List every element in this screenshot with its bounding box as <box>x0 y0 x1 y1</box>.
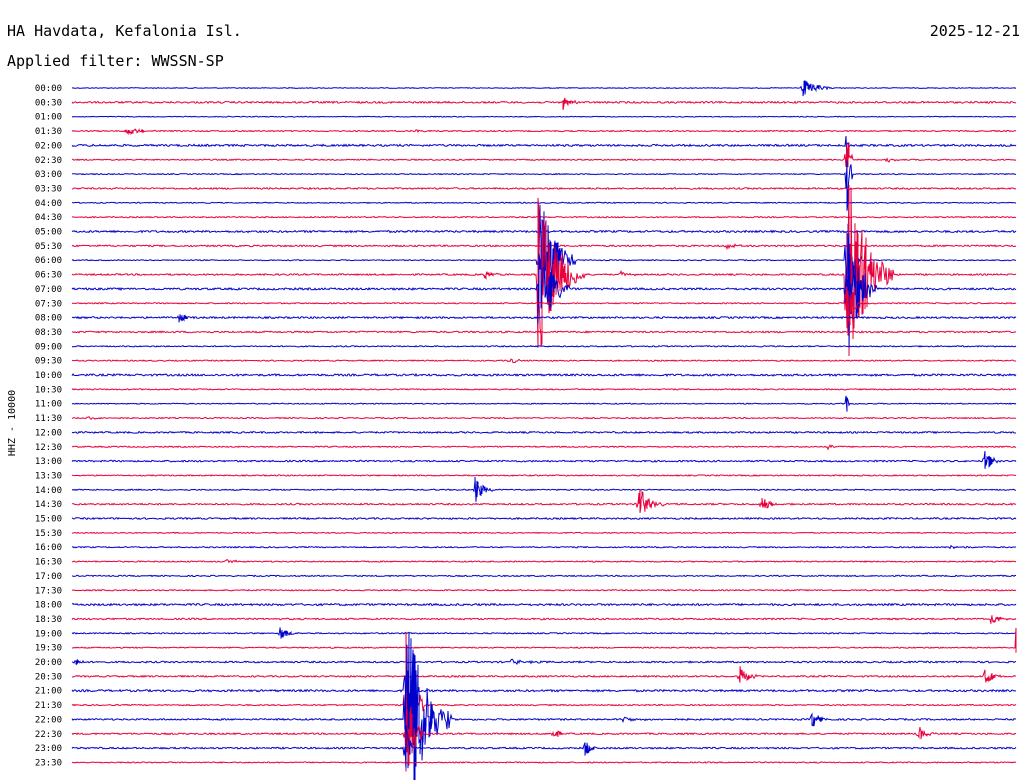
trace-line-1630 <box>71 558 1017 564</box>
station-title: HA Havdata, Kefalonia Isl. <box>7 22 242 40</box>
time-tick-label: 19:30 <box>35 644 62 654</box>
time-tick-label: 19:00 <box>35 629 62 639</box>
y-axis-label: HHZ - 10000 <box>7 390 18 456</box>
time-tick-label: 15:00 <box>35 515 62 525</box>
trace-line-1400 <box>71 476 1017 502</box>
time-tick-label: 06:00 <box>35 256 62 266</box>
trace-line-1330 <box>71 474 1017 477</box>
trace-line-1700 <box>71 574 1017 578</box>
trace-line-0300 <box>71 160 1017 211</box>
time-tick-label: 11:00 <box>35 400 62 410</box>
trace-line-0730 <box>71 286 1017 336</box>
time-tick-label: 09:00 <box>35 342 62 352</box>
trace-line-1230 <box>71 444 1016 451</box>
trace-line-1000 <box>71 372 1017 378</box>
time-tick-label: 02:30 <box>35 156 62 166</box>
time-tick-label: 11:30 <box>35 414 62 424</box>
trace-line-1130 <box>71 416 1017 421</box>
time-tick-label: 22:00 <box>35 715 62 725</box>
trace-line-1930 <box>71 627 1017 653</box>
filter-label: Applied filter: WWSSN-SP <box>7 52 224 70</box>
time-tick-label: 04:00 <box>35 199 62 209</box>
trace-line-1430 <box>72 489 1016 513</box>
time-tick-label: 12:00 <box>35 428 62 438</box>
trace-line-1200 <box>71 430 1017 435</box>
trace-line-1600 <box>71 544 1017 550</box>
time-tick-label: 06:30 <box>35 271 62 281</box>
trace-line-1530 <box>71 531 1017 534</box>
trace-line-1800 <box>71 602 1017 607</box>
trace-line-2000 <box>71 658 1017 666</box>
trace-line-0030 <box>71 97 1017 110</box>
trace-line-1900 <box>71 627 1017 639</box>
time-tick-label: 01:30 <box>35 127 62 137</box>
trace-line-2200 <box>71 631 1017 780</box>
time-tick-label: 07:00 <box>35 285 62 295</box>
time-tick-label: 20:30 <box>35 672 62 682</box>
time-tick-label: 15:30 <box>35 529 62 539</box>
trace-line-0330 <box>71 186 1017 191</box>
trace-line-2100 <box>71 667 1017 723</box>
time-tick-label: 14:00 <box>35 486 62 496</box>
trace-line-2330 <box>71 761 1017 764</box>
time-tick-label: 02:00 <box>35 141 62 151</box>
trace-line-1500 <box>71 516 1017 521</box>
time-tick-label: 13:30 <box>35 471 62 481</box>
trace-line-2130 <box>71 631 1017 755</box>
time-tick-label: 16:30 <box>35 558 62 568</box>
time-tick-label: 18:00 <box>35 601 62 611</box>
trace-line-0800 <box>71 314 1017 323</box>
trace-line-0830 <box>71 330 1017 334</box>
trace-line-1730 <box>71 588 1017 592</box>
date-label: 2025-12-21 <box>929 22 1020 40</box>
trace-line-0930 <box>71 358 1016 363</box>
time-tick-label: 03:00 <box>35 170 62 180</box>
time-tick-label: 14:30 <box>35 500 62 510</box>
time-tick-label: 21:30 <box>35 701 62 711</box>
time-tick-label: 10:00 <box>35 371 62 381</box>
time-tick-label: 18:30 <box>35 615 62 625</box>
time-tick-label: 00:30 <box>35 98 62 108</box>
time-tick-label: 23:30 <box>35 758 62 768</box>
time-tick-label: 04:30 <box>35 213 62 223</box>
trace-line-2230 <box>71 706 1016 772</box>
time-tick-label: 17:00 <box>35 572 62 582</box>
time-tick-label: 10:30 <box>35 385 62 395</box>
trace-line-1100 <box>71 395 1017 412</box>
trace-line-0900 <box>71 344 1017 348</box>
time-tick-label: 23:00 <box>35 744 62 754</box>
trace-line-2030 <box>71 666 1017 683</box>
time-tick-label: 17:30 <box>35 586 62 596</box>
time-tick-label: 22:30 <box>35 730 62 740</box>
trace-line-0200 <box>71 135 1017 162</box>
trace-line-1830 <box>71 615 1017 624</box>
trace-line-0630 <box>71 184 1017 357</box>
trace-line-0000 <box>71 80 1017 97</box>
time-tick-label: 07:30 <box>35 299 62 309</box>
time-tick-label: 16:00 <box>35 543 62 553</box>
time-tick-label: 13:00 <box>35 457 62 467</box>
trace-line-1030 <box>71 388 1017 391</box>
time-tick-label: 01:00 <box>35 113 62 123</box>
time-tick-label: 21:00 <box>35 687 62 697</box>
trace-line-0230 <box>72 142 1017 168</box>
trace-line-0700 <box>71 233 1017 348</box>
time-tick-label: 12:30 <box>35 443 62 453</box>
time-tick-label: 20:00 <box>35 658 62 668</box>
trace-line-0100 <box>71 115 1017 118</box>
time-tick-label: 00:00 <box>35 84 62 94</box>
trace-line-0130 <box>71 128 1017 136</box>
time-tick-label: 09:30 <box>35 357 62 367</box>
trace-line-1300 <box>71 451 1017 469</box>
time-tick-label: 05:00 <box>35 228 62 238</box>
time-tick-label: 08:00 <box>35 314 62 324</box>
trace-line-2300 <box>71 725 1017 768</box>
time-tick-label: 05:30 <box>35 242 62 252</box>
trace-line-0400 <box>71 201 1017 204</box>
time-tick-label: 08:30 <box>35 328 62 338</box>
time-tick-label: 03:30 <box>35 184 62 194</box>
